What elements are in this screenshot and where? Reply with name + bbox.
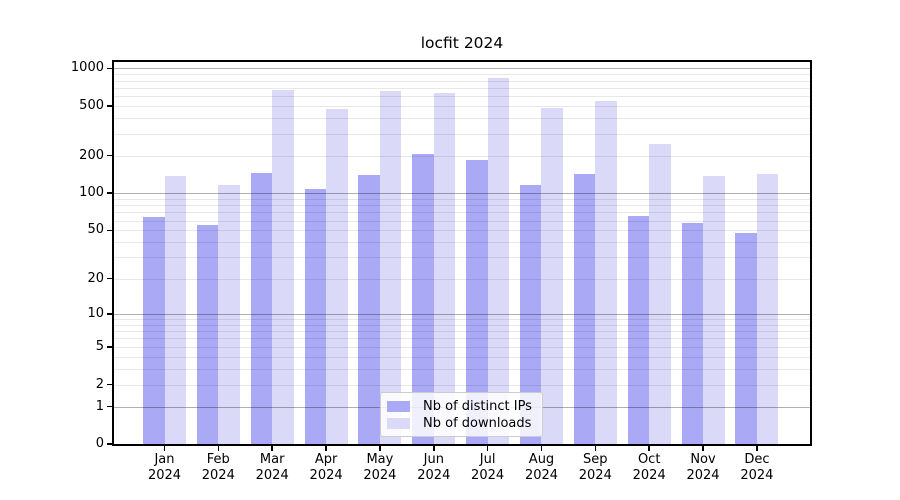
y-tick-mark (107, 277, 112, 280)
bar-downloads (541, 108, 563, 444)
x-tick-mark (433, 446, 435, 451)
bar-distinct-ips (681, 223, 703, 444)
y-tick-mark (107, 405, 112, 408)
y-tick-mark (107, 154, 112, 157)
x-tick-mark (702, 446, 704, 451)
x-tick-mark (325, 446, 327, 451)
y-tick-label: 200 (79, 147, 104, 163)
x-tick-mark (379, 446, 381, 451)
bar-downloads (703, 176, 725, 444)
x-tick-label: May 2024 (363, 452, 397, 483)
y-tick-label: 1 (95, 398, 104, 414)
bar-distinct-ips (519, 185, 542, 444)
legend-item-downloads: Nb of downloads (387, 415, 536, 431)
bar-distinct-ips (412, 153, 434, 444)
legend: Nb of distinct IPs Nb of downloads (380, 392, 543, 437)
x-tick-mark (163, 446, 166, 451)
y-tick-label: 0 (95, 436, 104, 451)
plot-area: Nb of distinct IPs Nb of downloads (112, 60, 812, 446)
x-tick-label: Aug 2024 (524, 452, 559, 483)
legend-item-distinct-ips: Nb of distinct IPs (387, 398, 536, 414)
x-tick-label: Dec 2024 (740, 452, 774, 483)
legend-swatch-downloads-icon (387, 417, 410, 429)
chart-title: locfit 2024 (420, 34, 504, 52)
y-tick-mark (107, 192, 112, 194)
y-tick-mark (107, 443, 112, 445)
x-tick-mark (486, 446, 489, 451)
x-tick-mark (756, 446, 758, 451)
x-tick-label: Mar 2024 (255, 452, 289, 483)
x-tick-label: Jun 2024 (417, 452, 451, 483)
y-tick-mark (107, 383, 112, 386)
y-tick-mark (107, 67, 112, 70)
legend-label-downloads: Nb of downloads (423, 415, 532, 431)
bar-distinct-ips (573, 173, 596, 444)
legend-swatch-distinct-ips-icon (387, 400, 410, 412)
bar-downloads (272, 89, 294, 444)
y-tick-mark (107, 346, 112, 348)
x-tick-label: Nov 2024 (686, 452, 720, 483)
bar-downloads (487, 77, 510, 444)
bar-downloads (379, 90, 402, 444)
legend-label-distinct-ips: Nb of distinct IPs (423, 398, 532, 414)
bar-downloads (756, 173, 779, 444)
y-tick-label: 20 (87, 270, 104, 286)
bar-downloads (326, 109, 348, 444)
y-tick-mark (107, 229, 112, 232)
bar-distinct-ips (735, 232, 757, 444)
bar-downloads (649, 144, 671, 444)
x-tick-label: Jan 2024 (147, 452, 182, 483)
bar-distinct-ips (304, 189, 327, 444)
x-tick-mark (217, 446, 220, 451)
x-tick-mark (540, 446, 543, 451)
y-tick-mark (107, 313, 112, 315)
bar-distinct-ips (250, 173, 273, 444)
x-tick-label: Sep 2024 (578, 452, 612, 483)
bar-distinct-ips (358, 174, 380, 444)
y-tick-label: 10 (87, 305, 104, 321)
x-tick-label: Jul 2024 (471, 452, 505, 483)
y-tick-label: 50 (87, 222, 104, 238)
bar-distinct-ips (627, 215, 650, 444)
y-tick-label: 5 (95, 338, 104, 354)
bar-downloads (595, 101, 617, 444)
x-tick-label: Feb 2024 (201, 452, 235, 483)
y-tick-label: 1000 (70, 60, 104, 76)
bar-downloads (433, 93, 456, 444)
y-tick-label: 2 (95, 376, 104, 392)
y-tick-mark (107, 105, 112, 107)
x-tick-mark (648, 446, 650, 451)
bar-distinct-ips (466, 159, 488, 444)
x-tick-mark (594, 446, 596, 451)
bar-downloads (164, 176, 186, 444)
x-tick-label: Oct 2024 (632, 452, 666, 483)
x-tick-label: Apr 2024 (309, 452, 343, 483)
bar-distinct-ips (196, 225, 219, 444)
x-tick-mark (271, 446, 273, 451)
bars-layer (114, 62, 810, 444)
y-tick-label: 100 (79, 185, 104, 201)
bar-downloads (218, 184, 240, 444)
y-tick-label: 500 (79, 98, 104, 113)
bar-distinct-ips (143, 217, 165, 444)
